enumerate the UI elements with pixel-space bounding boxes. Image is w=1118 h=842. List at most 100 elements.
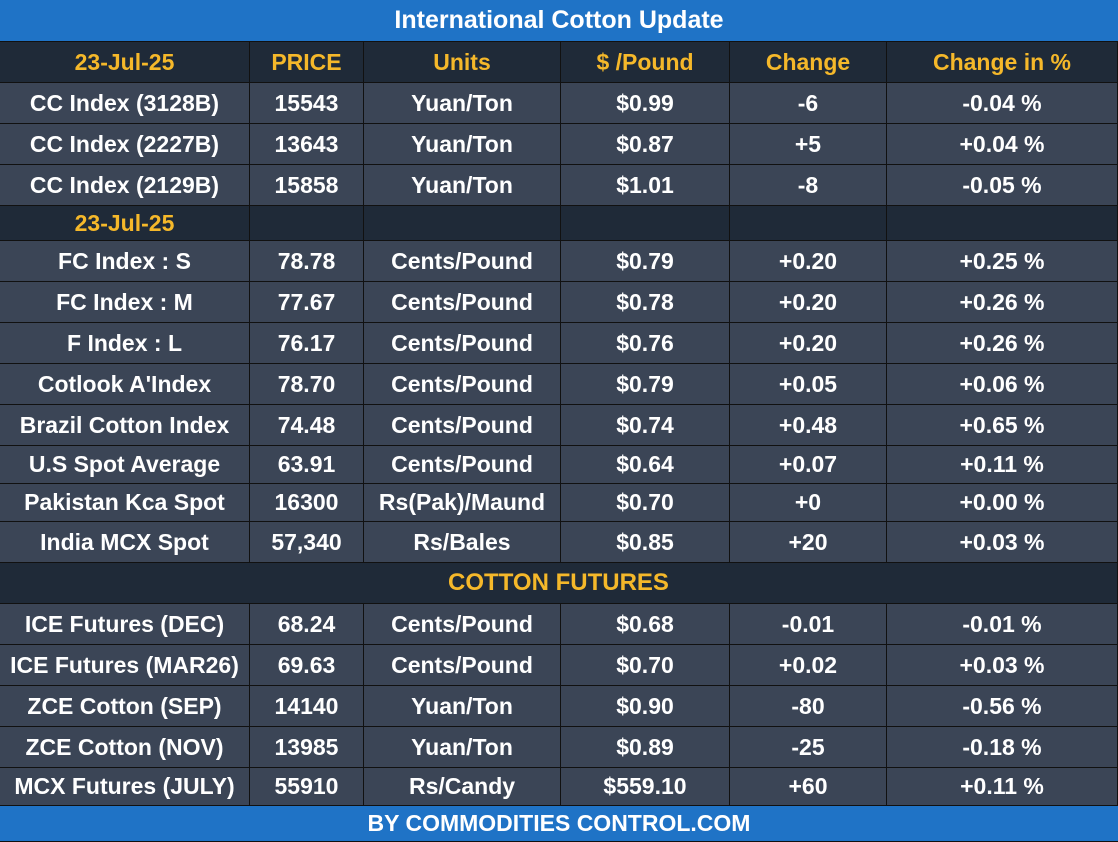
table-row-cell: Cents/Pound [364, 364, 561, 405]
table-row-cell: 78.78 [250, 241, 364, 282]
table-row-cell: +0.48 [730, 405, 887, 446]
table-row-cell: ICE Futures (MAR26) [0, 645, 250, 686]
table-row-cell: $0.79 [561, 364, 730, 405]
table-row-cell: 76.17 [250, 323, 364, 364]
table-row-cell: 78.70 [250, 364, 364, 405]
table-row-cell: 16300 [250, 484, 364, 522]
table-row-cell: -25 [730, 727, 887, 768]
table-row-cell: FC Index : M [0, 282, 250, 323]
table-row-cell: +0.26 % [887, 323, 1118, 364]
table-row-cell: CC Index (2227B) [0, 124, 250, 165]
table-row-cell: Pakistan Kca Spot [0, 484, 250, 522]
table-row-cell: Yuan/Ton [364, 727, 561, 768]
table-row-cell: -6 [730, 83, 887, 124]
table-row-cell: India MCX Spot [0, 522, 250, 563]
table-row-cell: -0.05 % [887, 165, 1118, 206]
table-row-cell: -8 [730, 165, 887, 206]
table-row-cell: $0.70 [561, 645, 730, 686]
table-row-cell: +0.11 % [887, 446, 1118, 484]
table-row-cell: +0.00 % [887, 484, 1118, 522]
table-row-cell: $0.76 [561, 323, 730, 364]
table-row-cell: $0.90 [561, 686, 730, 727]
table-row-cell: 74.48 [250, 405, 364, 446]
table-row-cell: +0.20 [730, 282, 887, 323]
table-row-cell: $0.64 [561, 446, 730, 484]
col-header-change-pct: Change in % [887, 42, 1118, 83]
table-row-cell: +0.06 % [887, 364, 1118, 405]
table-row-cell: 14140 [250, 686, 364, 727]
table-row-cell: CC Index (3128B) [0, 83, 250, 124]
table-row-cell: ZCE Cotton (SEP) [0, 686, 250, 727]
table-row-cell: -0.01 [730, 604, 887, 645]
table-row-cell: +0.26 % [887, 282, 1118, 323]
table-row-cell: MCX Futures (JULY) [0, 768, 250, 806]
empty-header-cell [364, 206, 561, 241]
table-row-cell: 63.91 [250, 446, 364, 484]
col-header-change: Change [730, 42, 887, 83]
table-row-cell: 15858 [250, 165, 364, 206]
empty-header-cell [250, 206, 364, 241]
table-row-cell: CC Index (2129B) [0, 165, 250, 206]
table-row-cell: +0 [730, 484, 887, 522]
table-row-cell: +0.03 % [887, 522, 1118, 563]
table-row-cell: Rs/Bales [364, 522, 561, 563]
table-row-cell: $0.87 [561, 124, 730, 165]
table-row-cell: $0.85 [561, 522, 730, 563]
table-row-cell: +0.02 [730, 645, 887, 686]
table-row-cell: Cents/Pound [364, 446, 561, 484]
table-row-cell: +0.11 % [887, 768, 1118, 806]
table-row-cell: 69.63 [250, 645, 364, 686]
table-row-cell: $0.74 [561, 405, 730, 446]
table-row-cell: -0.56 % [887, 686, 1118, 727]
table-row-cell: $0.70 [561, 484, 730, 522]
table-row-cell: $1.01 [561, 165, 730, 206]
table-row-cell: $0.68 [561, 604, 730, 645]
table-row-cell: ZCE Cotton (NOV) [0, 727, 250, 768]
table-row-cell: +0.20 [730, 241, 887, 282]
table-row-cell: +0.04 % [887, 124, 1118, 165]
table-row-cell: -0.18 % [887, 727, 1118, 768]
table-row-cell: U.S Spot Average [0, 446, 250, 484]
table-row-cell: Yuan/Ton [364, 686, 561, 727]
table-row-cell: Cents/Pound [364, 604, 561, 645]
table-row-cell: +60 [730, 768, 887, 806]
table-row-cell: Yuan/Ton [364, 165, 561, 206]
table-row-cell: Brazil Cotton Index [0, 405, 250, 446]
table-row-cell: 57,340 [250, 522, 364, 563]
table-row-cell: 13985 [250, 727, 364, 768]
table-row-cell: FC Index : S [0, 241, 250, 282]
table-row-cell: $0.89 [561, 727, 730, 768]
table-row-cell: Cents/Pound [364, 405, 561, 446]
table-row-cell: Cotlook A'Index [0, 364, 250, 405]
table-row-cell: 55910 [250, 768, 364, 806]
table-row-cell: Cents/Pound [364, 645, 561, 686]
col-header-usd-per-pound: $ /Pound [561, 42, 730, 83]
table-row-cell: Cents/Pound [364, 323, 561, 364]
table-row-cell: Cents/Pound [364, 241, 561, 282]
table-row-cell: 13643 [250, 124, 364, 165]
table-row-cell: $0.78 [561, 282, 730, 323]
col-header-date: 23-Jul-25 [0, 42, 250, 83]
table-row-cell: Yuan/Ton [364, 124, 561, 165]
table-row-cell: +0.25 % [887, 241, 1118, 282]
empty-header-cell [561, 206, 730, 241]
table-row-cell: +0.03 % [887, 645, 1118, 686]
table-row-cell: +0.65 % [887, 405, 1118, 446]
table-row-cell: F Index : L [0, 323, 250, 364]
table-row-cell: $559.10 [561, 768, 730, 806]
table-row-cell: +0.07 [730, 446, 887, 484]
table-row-cell: $0.79 [561, 241, 730, 282]
table-row-cell: Rs(Pak)/Maund [364, 484, 561, 522]
table-row-cell: 15543 [250, 83, 364, 124]
empty-header-cell [887, 206, 1118, 241]
futures-section-title: COTTON FUTURES [0, 563, 1118, 604]
table-row-cell: -0.04 % [887, 83, 1118, 124]
table-row-cell: +20 [730, 522, 887, 563]
table-row-cell: Yuan/Ton [364, 83, 561, 124]
table-row-cell: 77.67 [250, 282, 364, 323]
col-header-units: Units [364, 42, 561, 83]
col-header-price: PRICE [250, 42, 364, 83]
table-row-cell: +5 [730, 124, 887, 165]
table-row-cell: -80 [730, 686, 887, 727]
